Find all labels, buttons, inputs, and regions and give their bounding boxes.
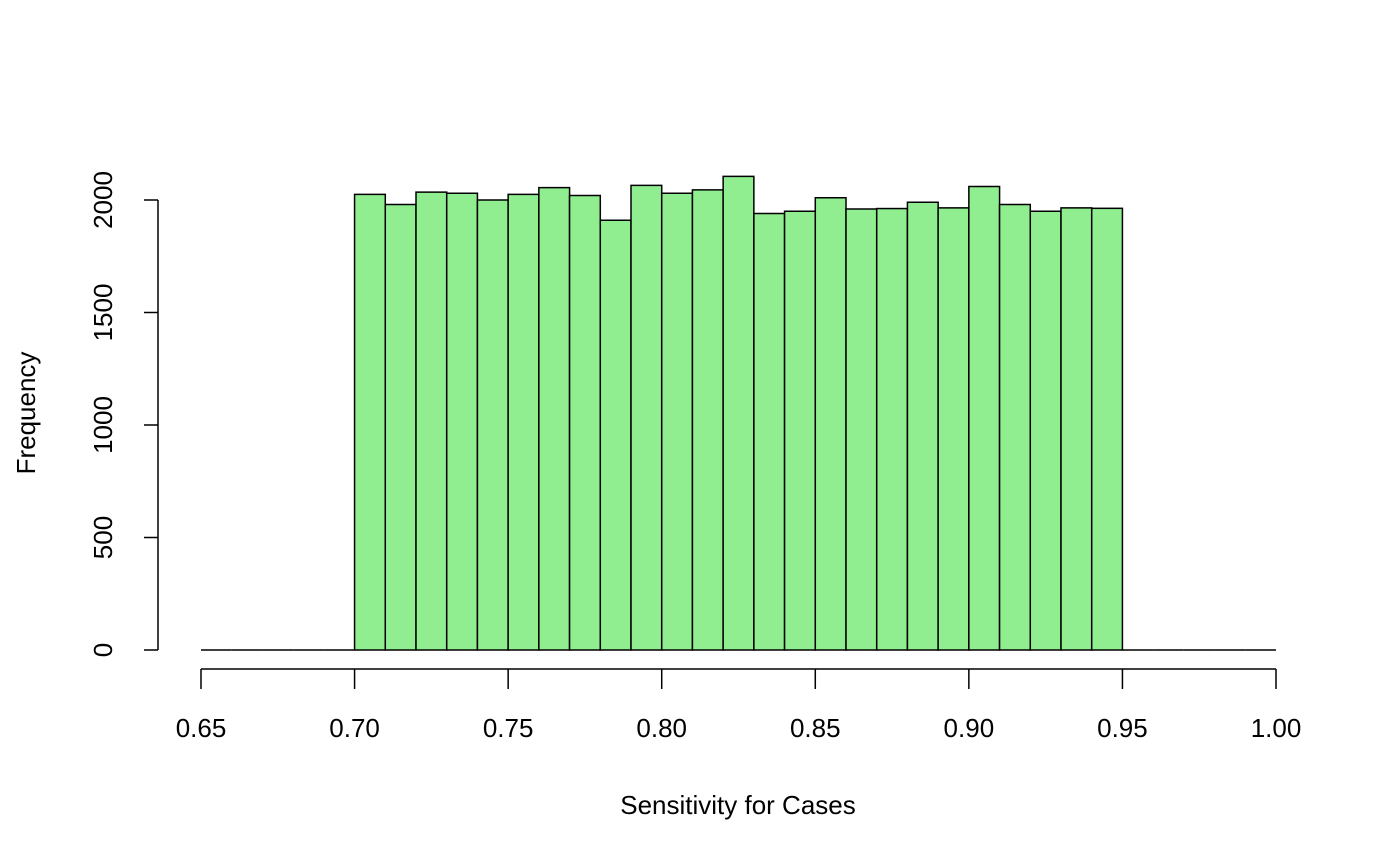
histogram-bar bbox=[568, 194, 602, 651]
histogram-bar bbox=[998, 203, 1032, 651]
y-tick-label: 1000 bbox=[88, 396, 118, 454]
histogram-bar bbox=[845, 208, 878, 651]
x-axis-title: Sensitivity for Cases bbox=[620, 790, 856, 820]
histogram-bar bbox=[783, 210, 817, 651]
y-tick-label: 0 bbox=[88, 643, 118, 657]
x-tick-label: 0.80 bbox=[636, 713, 687, 743]
histogram-bar bbox=[1029, 210, 1062, 651]
histogram-bar bbox=[599, 219, 632, 651]
histogram-bar bbox=[968, 185, 1001, 651]
x-axis: 0.65 0.70 0.75 0.80 0.85 0.90 0.95 1.00 bbox=[176, 668, 1302, 743]
histogram-bar bbox=[722, 175, 755, 651]
histogram-bar bbox=[415, 191, 448, 651]
y-tick-label: 1500 bbox=[88, 284, 118, 342]
histogram-bar bbox=[875, 207, 909, 651]
x-tick-label: 1.00 bbox=[1251, 713, 1302, 743]
x-tick-label: 0.95 bbox=[1097, 713, 1148, 743]
histogram-bar bbox=[814, 197, 847, 651]
histogram-bar bbox=[476, 199, 509, 651]
x-tick-label: 0.70 bbox=[329, 713, 380, 743]
x-tick-label: 0.85 bbox=[790, 713, 841, 743]
histogram-bar bbox=[630, 184, 663, 651]
histogram-bar bbox=[1060, 207, 1093, 651]
histogram-bar bbox=[691, 189, 724, 651]
histogram-bar bbox=[660, 192, 694, 651]
histogram-bar bbox=[753, 212, 786, 651]
histogram-bar bbox=[906, 201, 939, 651]
x-tick-label: 0.90 bbox=[944, 713, 995, 743]
y-axis-title: Frequency bbox=[11, 352, 41, 475]
histogram-bar bbox=[937, 207, 970, 651]
histogram-bar bbox=[353, 193, 387, 651]
y-tick-label: 2000 bbox=[88, 171, 118, 229]
histogram-bar bbox=[507, 193, 540, 651]
histogram-bar bbox=[538, 186, 571, 651]
y-tick-label: 500 bbox=[88, 516, 118, 559]
x-tick-label: 0.65 bbox=[176, 713, 227, 743]
histogram-bar bbox=[1090, 207, 1124, 651]
histogram-bars bbox=[201, 175, 1276, 651]
histogram-bar bbox=[445, 192, 479, 651]
y-axis: 0 500 1000 1500 2000 bbox=[88, 171, 159, 657]
histogram-bar bbox=[384, 203, 417, 651]
x-tick-label: 0.75 bbox=[483, 713, 534, 743]
